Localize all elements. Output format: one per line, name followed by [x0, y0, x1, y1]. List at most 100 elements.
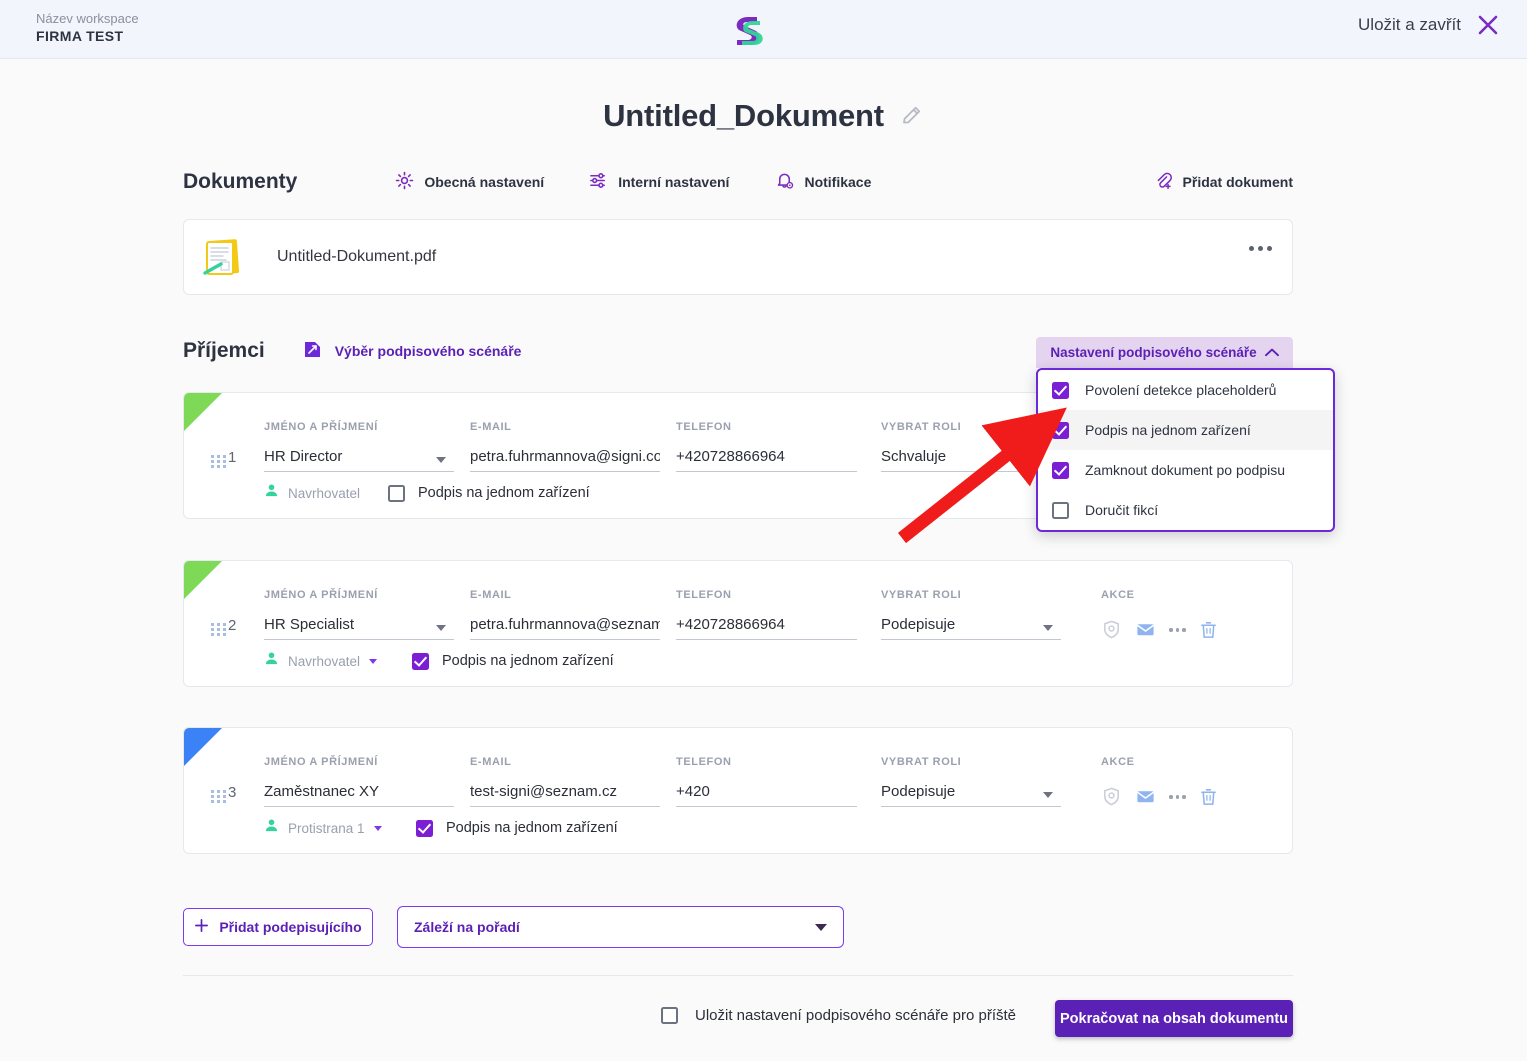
scenario-icon — [303, 340, 323, 362]
continue-button[interactable]: Pokračovat na obsah dokumentu — [1055, 1000, 1293, 1037]
recipients-header: Příjemci Výběr podpisového scénáře — [183, 339, 521, 363]
one-device-checkbox-row[interactable]: Podpis na jednom zařízení — [412, 652, 614, 670]
checkbox-one-device[interactable] — [416, 819, 433, 837]
menu-item-placeholder-detection[interactable]: Povolení detekce placeholderů — [1038, 370, 1333, 410]
menu-item-one-device-signing[interactable]: Podpis na jednom zařízení — [1038, 410, 1333, 450]
field-label-name: JMÉNO A PŘÍJMENÍ — [264, 756, 378, 768]
plus-icon — [194, 918, 209, 936]
tab-interni-nastaveni[interactable]: Interní nastavení — [589, 171, 729, 193]
field-email[interactable]: E-MAIL petra.fuhrmannova@seznam. — [470, 589, 660, 640]
document-card[interactable]: Untitled-Dokument.pdf — [183, 219, 1293, 295]
field-label-email: E-MAIL — [470, 756, 512, 768]
drag-handle[interactable] — [211, 623, 227, 636]
recipient-fields: JMÉNO A PŘÍJMENÍ HR Director E-MAIL petr… — [264, 421, 1284, 472]
tab-notifikace[interactable]: Notifikace — [775, 171, 871, 193]
recipient-subrow: Navrhovatel Podpis na jednom zařízení — [264, 651, 614, 671]
drag-handle[interactable] — [211, 790, 227, 803]
envelope-icon[interactable] — [1135, 619, 1157, 641]
envelope-icon[interactable] — [1135, 786, 1157, 808]
save-preset-checkbox-row[interactable]: Uložit nastavení podpisového scénáře pro… — [661, 1007, 1016, 1024]
chevron-down-icon[interactable] — [369, 658, 378, 664]
more-horizontal-icon[interactable] — [1169, 795, 1186, 799]
save-and-close-label: Uložit a zavřít — [1358, 15, 1461, 34]
field-value-role: Schvaluje — [881, 448, 1061, 472]
page-title: Untitled_Dokument — [603, 98, 884, 133]
one-device-checkbox-row[interactable]: Podpis na jednom zařízení — [388, 484, 590, 502]
recipient-fields: JMÉNO A PŘÍJMENÍ Zaměstnanec XY E-MAIL t… — [264, 756, 1284, 807]
checkbox-save-preset[interactable] — [661, 1007, 678, 1024]
field-value-email: petra.fuhrmannova@seznam. — [470, 616, 660, 640]
checkbox-placeholder-detection[interactable] — [1052, 381, 1069, 399]
add-document-button[interactable]: Přidat dokument — [1154, 171, 1293, 193]
field-email[interactable]: E-MAIL test-signi@seznam.cz — [470, 756, 660, 807]
verify-shield-icon[interactable] — [1101, 786, 1123, 808]
menu-item-deliver-by-fiction[interactable]: Doručit fikcí — [1038, 490, 1333, 530]
section-title-documents: Dokumenty — [183, 170, 298, 193]
one-device-checkbox-row[interactable]: Podpis na jednom zařízení — [416, 819, 618, 837]
row-number: 3 — [228, 784, 237, 801]
signi-logo — [723, 10, 763, 50]
tabs-row: Dokumenty Obecná nastavení Interní nasta… — [183, 168, 1293, 196]
tab-obecna-nastaveni[interactable]: Obecná nastavení — [395, 171, 544, 193]
trash-icon[interactable] — [1198, 619, 1220, 641]
checkbox-one-device[interactable] — [388, 484, 405, 502]
checkbox-lock-after-signing[interactable] — [1052, 461, 1069, 479]
pdf-document-icon — [201, 234, 247, 280]
party-selector[interactable]: Navrhovatel — [264, 483, 376, 503]
row-corner-marker — [184, 728, 222, 766]
field-name[interactable]: JMÉNO A PŘÍJMENÍ HR Director — [264, 421, 454, 472]
field-role[interactable]: VYBRAT ROLI Podepisuje — [881, 589, 1061, 640]
paperclip-plus-icon — [1154, 171, 1173, 193]
field-label-name: JMÉNO A PŘÍJMENÍ — [264, 589, 378, 601]
verify-shield-icon[interactable] — [1101, 619, 1123, 641]
recipient-fields: JMÉNO A PŘÍJMENÍ HR Specialist E-MAIL pe… — [264, 589, 1284, 640]
scenario-settings-label: Nastavení podpisového scénáře — [1050, 345, 1257, 360]
pencil-icon[interactable] — [900, 104, 924, 128]
tab-label: Interní nastavení — [618, 174, 730, 190]
field-phone[interactable]: TELEFON +420728866964 — [676, 589, 857, 640]
field-value-name: Zaměstnanec XY — [264, 783, 454, 807]
field-phone[interactable]: TELEFON +420728866964 — [676, 421, 857, 472]
gear-icon — [395, 171, 414, 193]
field-label-actions: AKCE — [1101, 589, 1135, 601]
party-selector[interactable]: Navrhovatel — [264, 651, 378, 671]
menu-item-lock-after-signing[interactable]: Zamknout dokument po podpisu — [1038, 450, 1333, 490]
continue-button-label: Pokračovat na obsah dokumentu — [1059, 1010, 1289, 1027]
field-value-email: petra.fuhrmannova@signi.co — [470, 448, 660, 472]
close-icon[interactable] — [1477, 14, 1499, 36]
chevron-up-icon — [1264, 345, 1279, 360]
scenario-select-link[interactable]: Výběr podpisového scénáře — [303, 340, 521, 362]
more-horizontal-icon[interactable] — [1169, 628, 1186, 632]
field-name[interactable]: JMÉNO A PŘÍJMENÍ HR Specialist — [264, 589, 454, 640]
checkbox-one-device-signing[interactable] — [1052, 421, 1069, 439]
party-selector[interactable]: Protistrana 1 — [264, 818, 382, 838]
order-select[interactable]: Záleží na pořadí — [397, 906, 844, 948]
field-role[interactable]: VYBRAT ROLI Podepisuje — [881, 756, 1061, 807]
chevron-down-icon[interactable] — [436, 457, 446, 463]
chevron-down-icon[interactable] — [436, 625, 446, 631]
recipients-title: Příjemci — [183, 339, 265, 362]
chevron-down-icon[interactable] — [1043, 625, 1053, 631]
chevron-down-icon[interactable] — [1043, 792, 1053, 798]
top-bar: Název workspace FIRMA TEST Uložit a zavř… — [0, 0, 1527, 59]
drag-handle[interactable] — [211, 455, 227, 468]
checkbox-one-device[interactable] — [412, 652, 429, 670]
field-actions: AKCE — [1101, 756, 1261, 807]
add-signer-button[interactable]: Přidat podepisujícího — [183, 908, 373, 946]
one-device-label: Podpis na jednom zařízení — [446, 820, 618, 836]
field-email[interactable]: E-MAIL petra.fuhrmannova@signi.co — [470, 421, 660, 472]
checkbox-deliver-by-fiction[interactable] — [1052, 501, 1069, 519]
save-and-close-button[interactable]: Uložit a zavřít — [1358, 14, 1499, 36]
field-label-phone: TELEFON — [676, 589, 732, 601]
chevron-down-icon[interactable] — [373, 825, 382, 831]
field-name[interactable]: JMÉNO A PŘÍJMENÍ Zaměstnanec XY — [264, 756, 454, 807]
field-label-name: JMÉNO A PŘÍJMENÍ — [264, 421, 378, 433]
scenario-settings-button[interactable]: Nastavení podpisového scénáře — [1036, 337, 1293, 368]
field-value-name: HR Specialist — [264, 616, 454, 640]
document-more-horizontal-icon[interactable] — [1249, 246, 1272, 251]
tab-label: Obecná nastavení — [424, 174, 545, 190]
field-phone[interactable]: TELEFON +420 — [676, 756, 857, 807]
field-role[interactable]: VYBRAT ROLI Schvaluje — [881, 421, 1061, 472]
trash-icon[interactable] — [1198, 786, 1220, 808]
